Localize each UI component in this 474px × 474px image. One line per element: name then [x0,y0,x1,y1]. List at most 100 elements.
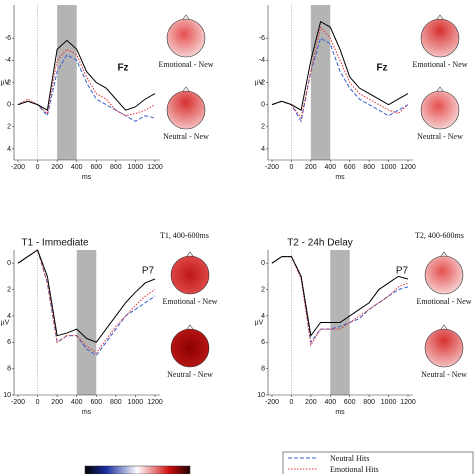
topomap [170,255,210,295]
y-tick-label: 0 [7,260,11,267]
y-tick-label: -4 [5,57,11,64]
y-tick-label: 8 [7,365,11,372]
x-tick-label: -200 [265,164,279,171]
y-tick-label: 4 [7,313,11,320]
x-axis-label: ms [82,409,92,416]
x-tick-label: 800 [110,399,122,406]
topomap-label: Emotional - New [412,60,467,69]
electrode-label: Fz [376,63,387,74]
topomap-nose [440,251,448,257]
legend-label: Emotional Hits [330,465,379,474]
y-tick-label: -2 [5,79,11,86]
y-tick-label: 2 [7,286,11,293]
x-tick-label: 800 [363,399,375,406]
topomap-nose [182,14,190,20]
x-tick-label: 200 [51,399,63,406]
electrode-label: P7 [396,266,409,277]
y-axis-label: µV [1,79,10,86]
x-tick-label: 1200 [147,399,163,406]
erp-line [271,26,409,120]
topomap-nose [436,14,444,20]
x-tick-label: -200 [265,399,279,406]
erp-line [17,54,156,122]
x-tick-label: 1000 [128,399,144,406]
x-tick-label: 800 [363,164,375,171]
shaded-window [76,250,97,395]
y-tick-label: 6 [261,339,265,346]
x-tick-label: 200 [51,164,63,171]
y-tick-label: 2 [7,124,11,131]
shaded-window [310,5,331,160]
topomap-nose [436,86,444,92]
electrode-label: Fz [117,63,128,74]
y-tick-label: 10 [257,392,265,399]
topomap-label: Neutral - New [163,132,209,141]
topomap-label: Neutral - New [417,132,463,141]
x-tick-label: 1000 [381,164,397,171]
x-tick-label: 200 [305,399,317,406]
topomap-nose [182,86,190,92]
x-tick-label: 0 [289,164,293,171]
x-tick-label: 0 [289,399,293,406]
x-tick-label: 400 [71,399,83,406]
y-tick-label: -4 [259,57,265,64]
x-tick-label: 400 [324,164,336,171]
y-tick-label: 4 [261,146,265,153]
erp-line [17,249,156,354]
topomap [424,255,464,295]
topomap [166,90,206,130]
x-tick-label: 600 [90,164,102,171]
x-tick-label: 400 [324,399,336,406]
y-tick-label: 4 [7,146,11,153]
time-window: T2, 400-600ms [415,231,464,240]
topomap-label: Neutral - New [421,370,467,379]
x-tick-label: 200 [305,164,317,171]
y-tick-label: 2 [261,124,265,131]
topomap [170,328,210,368]
topomap [424,328,464,368]
legend-box [282,451,474,474]
x-axis-label: ms [335,174,345,181]
x-tick-label: -200 [11,399,25,406]
x-tick-label: 1000 [128,164,144,171]
shaded-window [57,5,77,160]
topomap [420,90,460,130]
x-tick-label: 1000 [381,399,397,406]
x-tick-label: 1200 [147,164,163,171]
y-tick-label: 2 [261,286,265,293]
y-tick-label: 0 [261,260,265,267]
y-tick-label: 8 [261,365,265,372]
erp-line [17,39,156,111]
x-tick-label: 600 [90,399,102,406]
x-tick-label: 800 [110,164,122,171]
y-tick-label: -6 [259,35,265,42]
topomap [420,18,460,58]
y-axis-label: µV [255,319,264,326]
y-tick-label: 10 [3,392,11,399]
x-axis-label: ms [82,174,92,181]
x-tick-label: 0 [36,164,40,171]
x-tick-label: 1200 [400,164,416,171]
time-window: T1, 400-600ms [160,231,209,240]
topomap-nose [440,324,448,330]
y-axis-label: µV [1,319,10,326]
y-tick-label: 4 [261,313,265,320]
erp-line [271,256,409,347]
erp-line [271,20,409,111]
x-tick-label: 0 [36,399,40,406]
legend-label: Neutral Hits [330,454,369,463]
topomap [166,18,206,58]
y-axis-label: µV [255,79,264,86]
topomap-nose [186,251,194,257]
y-tick-label: 0 [261,101,265,108]
topomap-label: Neutral - New [167,370,213,379]
topomap-label: Emotional - New [162,297,217,306]
topomap-label: Emotional - New [158,60,213,69]
panel-title: T2 - 24h Delay [287,238,353,249]
y-tick-label: 0 [7,101,11,108]
colorbar [84,465,191,474]
y-tick-label: -2 [259,79,265,86]
y-tick-label: -6 [5,35,11,42]
erp-line [17,249,156,343]
